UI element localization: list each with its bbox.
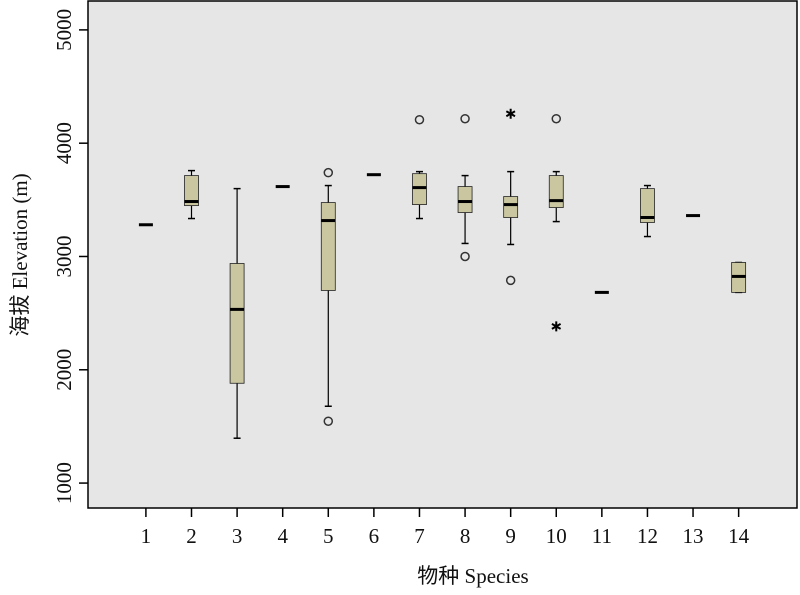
outlier [460, 113, 470, 124]
x-tick-label: 10 [546, 524, 567, 548]
outlier [460, 251, 470, 262]
x-tick-label: 9 [505, 524, 516, 548]
box [412, 173, 427, 205]
outlier [414, 114, 425, 125]
x-tick-label: 5 [323, 524, 334, 548]
box [503, 196, 519, 218]
box [320, 202, 336, 291]
x-tick-label: 11 [592, 524, 612, 548]
x-tick-label: 1 [141, 524, 152, 548]
box [640, 188, 655, 223]
x-tick-label: 8 [460, 524, 471, 548]
box [229, 263, 245, 384]
x-tick-label: 2 [186, 524, 197, 548]
extreme [551, 321, 562, 332]
box [184, 175, 199, 207]
x-tick-label: 14 [728, 524, 750, 548]
x-tick-label: 12 [637, 524, 658, 548]
x-tick-label: 3 [232, 524, 243, 548]
box [548, 175, 564, 208]
outlier [323, 416, 334, 426]
outlier [505, 275, 516, 286]
y-axis-title: 海拔 Elevation (m) [8, 173, 32, 336]
x-axis-title: 物种 Species [417, 564, 528, 588]
x-tick-label: 13 [683, 524, 704, 548]
plot-area [87, 0, 798, 509]
outlier [551, 113, 562, 124]
extreme [505, 108, 516, 119]
y-tick-label: 2000 [52, 349, 76, 391]
y-tick-label: 3000 [52, 235, 76, 277]
y-tick-label: 5000 [52, 9, 76, 51]
x-tick-label: 4 [277, 524, 288, 548]
x-tick-label: 7 [414, 524, 425, 548]
y-tick-label: 4000 [52, 122, 76, 164]
x-tick-label: 6 [369, 524, 380, 548]
box [457, 186, 473, 213]
y-tick-label: 1000 [52, 462, 76, 504]
outlier [323, 167, 334, 178]
